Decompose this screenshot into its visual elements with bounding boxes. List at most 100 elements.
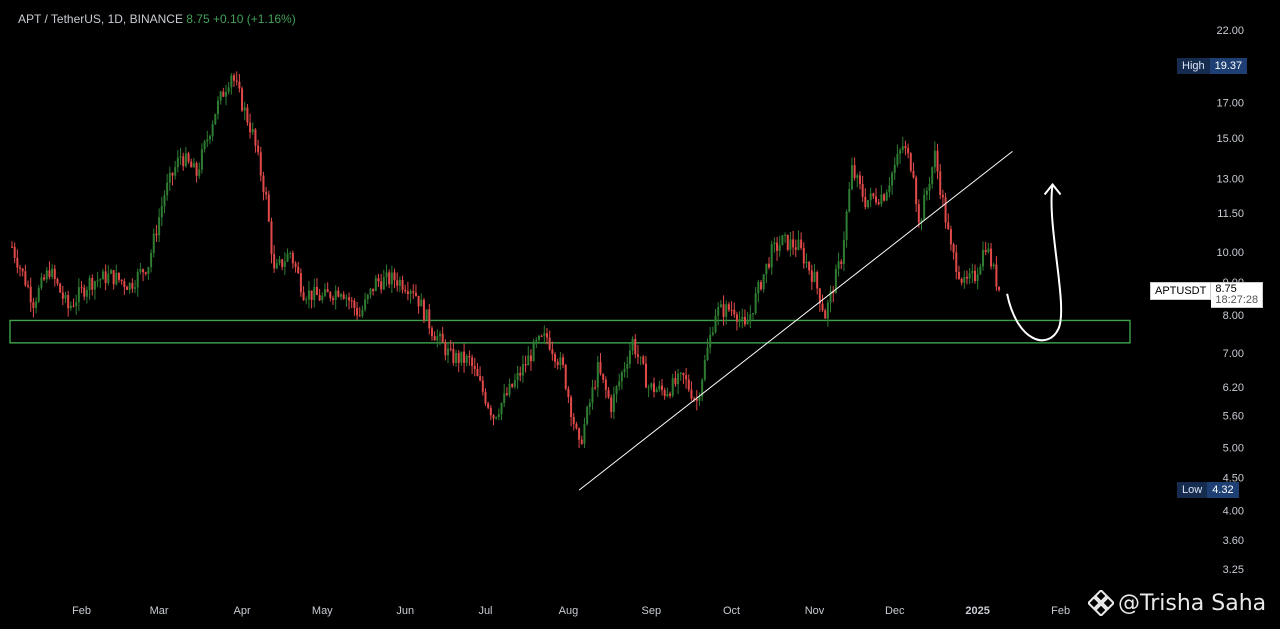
price-symbol: APTUSDT [1150,282,1212,300]
candle-body [551,349,554,355]
candle-body [578,428,581,440]
candle-body [548,337,551,350]
candle [891,170,894,195]
candle [104,264,107,291]
candle [273,245,276,273]
candle-body [610,397,613,412]
candle-body [957,271,960,279]
candle [136,268,139,297]
candle-body [238,81,241,89]
candle [634,334,637,359]
candle-body [155,233,158,236]
candle-body [123,281,126,287]
candle-body [837,261,840,269]
candle [567,386,570,404]
candle-body [109,270,112,274]
candle [626,356,629,379]
candle-body [409,291,412,295]
candle-body [949,229,952,245]
candle [974,264,976,284]
candle [166,173,169,201]
candle-body [653,383,655,393]
candle [192,158,195,168]
candle-body [152,233,155,254]
candle-body [174,167,177,176]
candle-body [425,309,428,321]
candle-body [35,301,38,308]
candle [163,190,166,214]
candle-body [334,290,337,301]
candle-body [939,171,942,196]
candle [115,264,118,286]
candle-body [21,268,24,272]
candle [751,312,754,321]
candle-body [511,383,514,387]
candle-body [422,299,425,321]
candle-body [401,279,404,290]
candle-body [556,361,559,366]
candle [377,273,380,287]
candle-body [206,139,209,142]
price-tick-label: 4.50 [1223,472,1244,484]
candle-body [176,157,179,168]
candle [741,308,744,329]
candle-body [307,290,310,300]
candle-body [877,202,880,205]
candle [211,120,214,142]
candle-body [489,407,492,416]
candle [709,326,712,354]
candle [671,373,674,398]
candle [658,380,661,392]
candle [636,345,639,365]
candle [623,361,626,378]
price-tick-label: 22.00 [1216,25,1244,37]
candle [850,157,853,191]
price-axis: 22.0017.0015.0013.0011.5010.009.008.007.… [1216,25,1244,576]
candle-body [639,356,642,358]
candle [93,280,96,300]
candle-body [439,333,441,337]
last-price-box: APTUSDT 8.75 18:27:28 [1150,282,1264,308]
candle-body [13,246,16,258]
candle-body [952,244,955,253]
candle [669,391,672,399]
candle-body [781,235,784,246]
candle [808,261,811,275]
candle-body [907,148,910,154]
candle [540,334,543,338]
candle-body [40,277,43,288]
candle [917,199,920,228]
candle [208,134,211,145]
candle-body [848,189,851,212]
candle-body [987,248,990,253]
candle-body [53,268,56,279]
candle [69,301,72,311]
candle [789,232,792,257]
candle [356,302,359,320]
candle-body [792,239,795,248]
candle-body [168,172,171,183]
candle-body [342,294,345,299]
candle-body [706,347,709,361]
candle [685,368,688,389]
candle [158,208,161,243]
candle-body [995,264,998,287]
candle-body [262,175,265,193]
candle [134,280,137,294]
candle [195,161,198,183]
candle [500,402,503,421]
candle-body [259,152,262,176]
candle-body [233,75,236,81]
candle-body [104,271,107,284]
candle-body [24,271,27,286]
candle-body [503,393,506,404]
candle [971,263,974,284]
projection-arrow [1006,182,1063,342]
price-tick-label: 5.00 [1223,443,1244,455]
candle-body [513,380,516,387]
candle [548,330,551,351]
candle-body [931,167,934,184]
candle-body [56,278,59,284]
candle [508,378,511,398]
